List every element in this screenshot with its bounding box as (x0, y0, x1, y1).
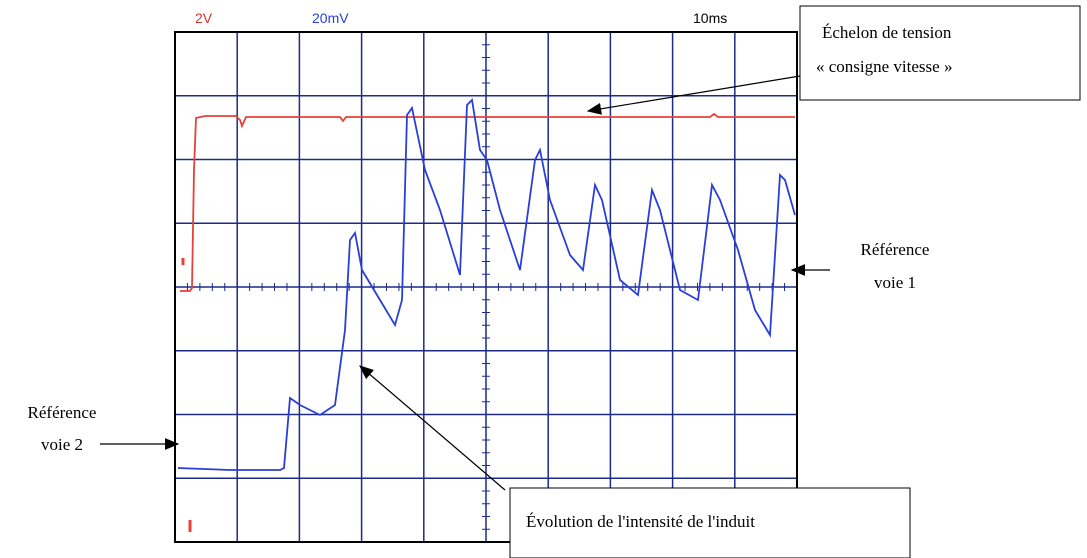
current-label: Évolution de l'intensité de l'induit (526, 512, 755, 531)
ch1-scale: 2V (195, 10, 213, 26)
step-label: Échelon de tension (822, 23, 952, 42)
scope-grid (174, 31, 798, 543)
ref1-label: voie 1 (874, 273, 916, 292)
scope-screen (174, 31, 798, 543)
step-label: « consigne vitesse » (816, 57, 952, 76)
ref1-label: Référence (861, 240, 930, 259)
ref2-label: voie 2 (41, 435, 83, 454)
timebase: 10ms (693, 10, 727, 26)
step-box (799, 5, 1081, 101)
arrow (359, 365, 506, 491)
current-box (509, 487, 911, 558)
channel-1-trace (180, 112, 795, 292)
ch2-scale: 20mV (312, 10, 349, 26)
channel-2-trace (177, 98, 796, 471)
ref2-label: Référence (28, 403, 97, 422)
arrow (586, 75, 801, 115)
